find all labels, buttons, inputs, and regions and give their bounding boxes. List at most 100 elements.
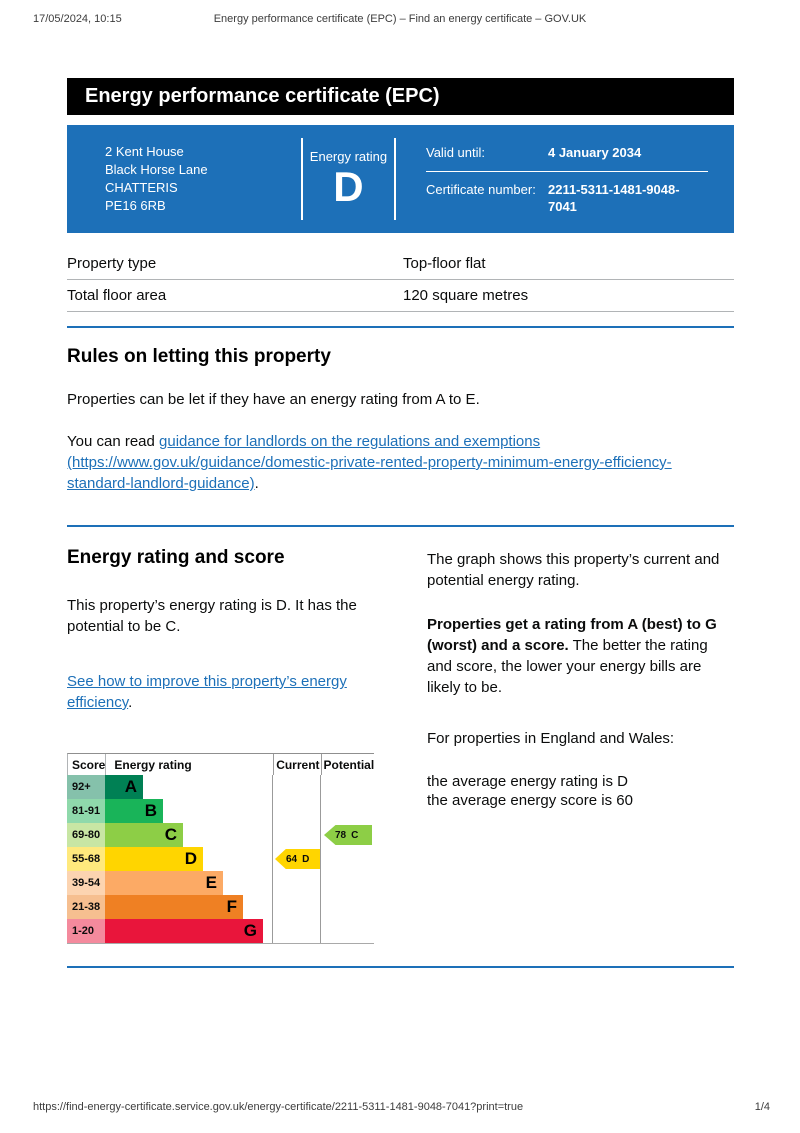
epc-band-row-d: 55-68 D 64 D <box>67 847 374 871</box>
rules-paragraph-2: You can read guidance for landlords on t… <box>67 431 734 494</box>
potential-cell <box>320 895 374 919</box>
improve-efficiency-link[interactable]: See how to improve this property’s energ… <box>67 673 347 711</box>
band-letter: C <box>164 825 177 844</box>
average-rating-line: the average energy rating is D <box>427 773 628 790</box>
rating-explainer-paragraph: Properties get a rating from A (best) to… <box>427 614 734 698</box>
table-row: Property type Top-floor flat <box>67 248 734 280</box>
section-divider <box>67 525 734 527</box>
energy-rating-section: Energy rating D <box>303 125 394 233</box>
band-bar-g: G <box>105 919 263 943</box>
epc-title: Energy performance certificate (EPC) <box>85 85 440 107</box>
address-line-1: 2 Kent House <box>105 144 184 159</box>
band-bar-f: F <box>105 895 243 919</box>
epc-band-row-b: 81-91 B <box>67 799 374 823</box>
band-bar-b: B <box>105 799 163 823</box>
potential-cell <box>320 847 374 871</box>
current-score: 64 <box>286 853 298 865</box>
band-bar-area: F <box>105 895 272 919</box>
current-letter: D <box>302 853 310 865</box>
chart-header-row: Score Energy rating Current Potential <box>67 753 374 775</box>
section-divider <box>67 326 734 328</box>
average-score-line: the average energy score is 60 <box>427 792 633 809</box>
rating-right-column: The graph shows this property’s current … <box>427 547 734 944</box>
epc-band-row-a: 92+ A <box>67 775 374 799</box>
band-letter: B <box>144 801 157 820</box>
band-bar-c: C <box>105 823 183 847</box>
address-line-2: Black Horse Lane <box>105 162 208 177</box>
browser-print-header: 17/05/2024, 10:15 Energy performance cer… <box>0 13 800 29</box>
band-bar-area: C <box>105 823 272 847</box>
rating-heading: Energy rating and score <box>67 547 285 568</box>
rating-left-column: Energy rating and score This property’s … <box>67 547 389 944</box>
epc-band-row-f: 21-38 F <box>67 895 374 919</box>
epc-band-row-c: 69-80 C 78 C <box>67 823 374 847</box>
rules-paragraph-1: Properties can be let if they have an en… <box>67 391 480 408</box>
band-letter: D <box>184 849 197 868</box>
valid-until-value: 4 January 2034 <box>547 145 642 160</box>
potential-cell: 78 C <box>320 823 374 847</box>
graph-intro-paragraph: The graph shows this property’s current … <box>427 551 720 589</box>
current-cell <box>272 823 320 847</box>
energy-rating-letter: D <box>333 163 364 210</box>
potential-column-header: Potential <box>321 754 375 775</box>
current-cell <box>272 895 320 919</box>
band-score-range: 92+ <box>67 775 105 799</box>
rules-heading: Rules on letting this property <box>67 346 331 367</box>
current-cell <box>272 799 320 823</box>
print-page-number: 1/4 <box>754 1101 770 1113</box>
band-letter: A <box>124 777 137 796</box>
address-line-3: CHATTERIS <box>105 180 178 195</box>
property-type-label: Property type <box>67 255 157 272</box>
band-score-range: 21-38 <box>67 895 105 919</box>
band-score-range: 69-80 <box>67 823 105 847</box>
potential-rating-arrow: 78 C <box>324 825 372 845</box>
property-type-value: Top-floor flat <box>403 255 486 272</box>
summary-divider <box>300 138 303 220</box>
band-bar-area: B <box>105 799 272 823</box>
band-score-range: 39-54 <box>67 871 105 895</box>
certificate-number-value: 2211-5311-1481-9048-7041 <box>547 182 680 214</box>
current-column-header: Current <box>273 754 321 775</box>
epc-title-bar: Energy performance certificate (EPC) <box>67 78 734 115</box>
band-bar-a: A <box>105 775 143 799</box>
rating-explainer-rest: The better the rating and score, the low… <box>427 637 708 696</box>
band-bar-area: G <box>105 919 272 943</box>
current-cell: 64 D <box>272 847 320 871</box>
epc-band-row-g: 1-20 G <box>67 919 374 943</box>
band-score-range: 1-20 <box>67 919 105 943</box>
potential-score: 78 <box>335 829 347 841</box>
band-letter: E <box>205 873 217 892</box>
band-letter: G <box>243 921 257 940</box>
landlord-guidance-link[interactable]: guidance for landlords on the regulation… <box>67 433 672 492</box>
potential-cell <box>320 775 374 799</box>
property-summary-table: Property type Top-floor flat Total floor… <box>67 248 734 312</box>
address-line-4: PE16 6RB <box>105 198 166 213</box>
rating-paragraph: This property’s energy rating is D. It h… <box>67 597 357 635</box>
energy-rating-label: Energy rating <box>309 149 388 164</box>
rating-and-score-columns: Energy rating and score This property’s … <box>67 547 734 944</box>
certificate-number-label: Certificate number: <box>425 182 536 197</box>
band-bar-d: D <box>105 847 203 871</box>
certificate-number-row: Certificate number: 2211-5311-1481-9048-… <box>426 172 708 225</box>
potential-cell <box>320 919 374 943</box>
band-score-range: 55-68 <box>67 847 105 871</box>
current-cell <box>272 871 320 895</box>
section-divider <box>67 966 734 968</box>
potential-letter: C <box>351 829 359 841</box>
epc-band-row-e: 39-54 E <box>67 871 374 895</box>
chart-bottom-border <box>67 943 374 944</box>
current-cell <box>272 919 320 943</box>
band-bar-area: E <box>105 871 272 895</box>
table-row: Total floor area 120 square metres <box>67 280 734 312</box>
certificate-details: Valid until: 4 January 2034 Certificate … <box>396 125 734 233</box>
browser-print-footer: https://find-energy-certificate.service.… <box>0 1101 800 1117</box>
summary-divider <box>394 138 396 220</box>
floor-area-value: 120 square metres <box>403 287 529 304</box>
improve-link-suffix: . <box>128 694 133 711</box>
band-letter: F <box>226 897 237 916</box>
potential-cell <box>320 799 374 823</box>
current-cell <box>272 775 320 799</box>
floor-area-label: Total floor area <box>67 287 167 304</box>
averages-block: the average energy rating is D the avera… <box>427 772 734 810</box>
browser-page-title: Energy performance certificate (EPC) – F… <box>213 13 587 25</box>
